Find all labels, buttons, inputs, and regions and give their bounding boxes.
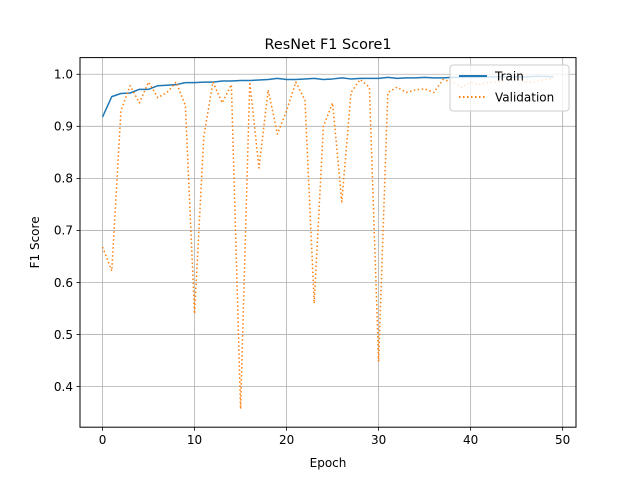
x-tick-label: 0 (99, 433, 107, 447)
y-tick-label: 0.6 (54, 276, 73, 290)
ticks: 0 10 20 30 40 50 0.4 0.5 0.6 0.7 0.8 0.9 1.0 (54, 68, 570, 448)
legend-train-label: Train (494, 70, 524, 84)
y-tick-label: 0.4 (54, 380, 73, 394)
x-axis-label: Epoch (310, 456, 347, 470)
x-tick-label: 50 (555, 433, 570, 447)
y-tick-label: 1.0 (54, 68, 73, 82)
chart-title: ResNet F1 Score1 (264, 37, 391, 53)
y-axis-label: F1 Score (28, 216, 42, 268)
plot-frame (79, 57, 577, 428)
x-tick-label: 20 (279, 433, 294, 447)
legend: Train Validation (449, 64, 570, 112)
x-tick-label: 10 (187, 433, 202, 447)
y-tick-label: 0.5 (54, 328, 73, 342)
y-tick-label: 0.8 (54, 172, 73, 186)
legend-validation-label: Validation (495, 91, 554, 105)
x-tick-label: 40 (463, 433, 478, 447)
grid (80, 57, 576, 428)
x-tick-label: 30 (371, 433, 386, 447)
y-tick-label: 0.7 (54, 224, 73, 238)
y-tick-label: 0.9 (54, 120, 73, 134)
